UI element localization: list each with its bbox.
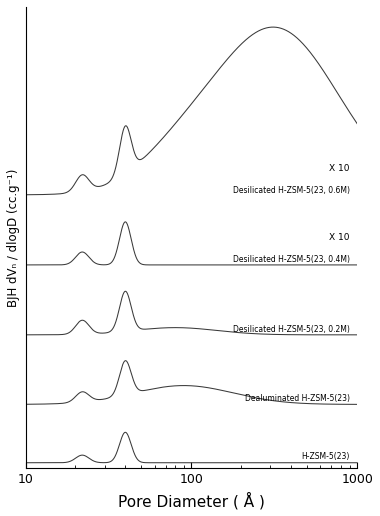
Text: Desilicated H-ZSM-5(23, 0.4M): Desilicated H-ZSM-5(23, 0.4M) bbox=[233, 255, 350, 264]
Text: Desilicated H-ZSM-5(23, 0.6M): Desilicated H-ZSM-5(23, 0.6M) bbox=[233, 186, 350, 195]
Text: Dealuminated H-ZSM-5(23): Dealuminated H-ZSM-5(23) bbox=[245, 394, 350, 403]
Text: X 10: X 10 bbox=[329, 164, 350, 173]
Text: H-ZSM-5(23): H-ZSM-5(23) bbox=[301, 453, 350, 461]
Text: Desilicated H-ZSM-5(23, 0.2M): Desilicated H-ZSM-5(23, 0.2M) bbox=[233, 325, 350, 334]
Y-axis label: BJH dVₙ / dlogD (cc.g⁻¹): BJH dVₙ / dlogD (cc.g⁻¹) bbox=[7, 168, 20, 307]
Text: X 10: X 10 bbox=[329, 233, 350, 242]
X-axis label: Pore Diameter ( Å ): Pore Diameter ( Å ) bbox=[118, 492, 265, 509]
